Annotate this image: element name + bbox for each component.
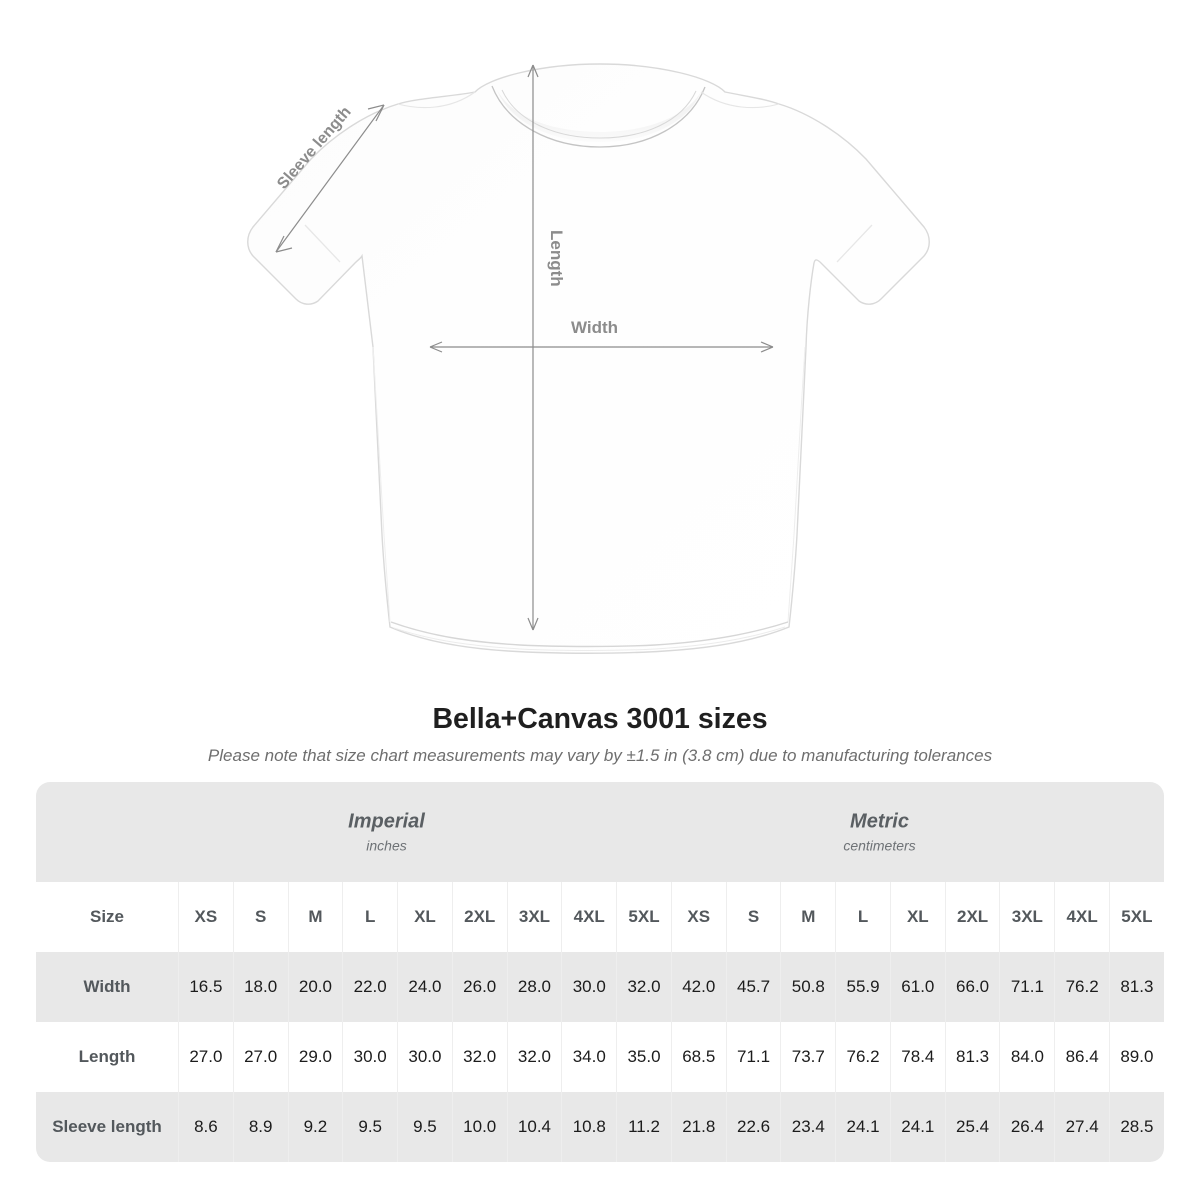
svg-text:Length: Length [547,230,566,287]
svg-text:Width: Width [571,318,618,337]
svg-text:Sleeve length: Sleeve length [274,104,355,193]
